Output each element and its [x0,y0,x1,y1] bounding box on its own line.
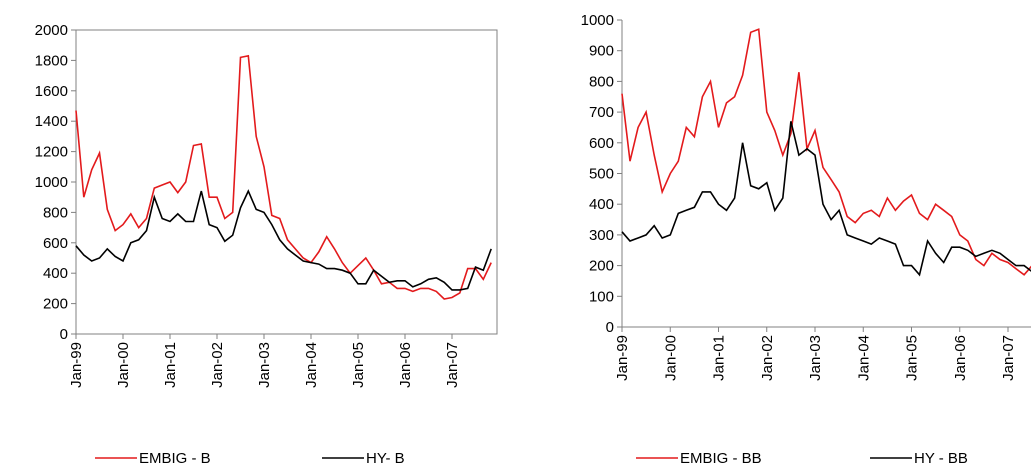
x-tick-label: Jan-07 [444,342,461,388]
y-tick-label: 300 [589,227,614,244]
x-tick-label: Jan-01 [711,335,728,381]
y-tick-label: 500 [589,166,614,183]
y-tick-label: 800 [43,204,68,221]
legend-label: HY - BB [914,450,968,467]
y-tick-label: 2000 [35,22,68,39]
y-tick-label: 1000 [35,174,68,191]
x-tick-label: Jan-04 [303,342,320,388]
y-tick-label: 600 [589,135,614,152]
x-tick-label: Jan-00 [662,335,679,381]
y-tick-label: 1400 [35,113,68,130]
x-tick-label: Jan-02 [759,335,776,381]
y-tick-label: 0 [60,326,68,343]
plot-frame [75,29,498,335]
series-line [75,54,492,300]
y-tick-label: 1200 [35,144,68,161]
x-tick-label: Jan-00 [115,342,132,388]
y-tick-label: 400 [43,265,68,282]
y-tick-label: 800 [589,73,614,90]
x-tick-label: Jan-04 [855,335,872,381]
x-tick-label: Jan-06 [397,342,414,388]
legend-label: HY- B [366,450,405,467]
y-tick-label: 200 [589,258,614,275]
y-tick-label: 1000 [581,12,614,29]
x-tick-label: Jan-07 [1000,335,1017,381]
y-tick-label: 1600 [35,83,68,100]
y-tick-label: 1800 [35,52,68,69]
x-tick-label: Jan-99 [614,335,631,381]
y-tick-label: 600 [43,235,68,252]
series-line [75,189,492,291]
x-tick-label: Jan-06 [952,335,969,381]
y-tick-label: 0 [606,319,614,336]
x-tick-label: Jan-01 [162,342,179,388]
y-tick-label: 400 [589,196,614,213]
y-tick-label: 700 [589,104,614,121]
x-tick-label: Jan-05 [350,342,367,388]
x-tick-label: Jan-99 [68,342,85,388]
y-tick-label: 200 [43,296,68,313]
y-tick-label: 900 [589,43,614,60]
series-line [621,121,1031,277]
x-tick-label: Jan-03 [807,335,824,381]
x-tick-label: Jan-03 [256,342,273,388]
y-tick-label: 100 [589,288,614,305]
x-tick-label: Jan-02 [209,342,226,388]
legend-label: EMBIG - B [139,450,211,467]
x-tick-label: Jan-05 [904,335,921,381]
legend-label: EMBIG - BB [680,450,762,467]
series-line [621,28,1031,276]
